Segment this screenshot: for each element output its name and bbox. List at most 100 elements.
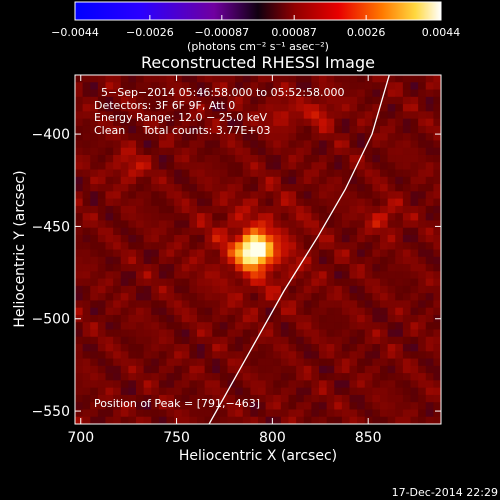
heatmap-cell: [334, 82, 343, 90]
heatmap-cell: [151, 242, 160, 250]
heatmap-cell: [143, 314, 152, 323]
heatmap-cell: [273, 322, 282, 330]
heatmap-cell: [212, 365, 221, 374]
heatmap-cell: [197, 154, 206, 163]
heatmap-cell: [219, 409, 228, 418]
heatmap-cell: [334, 344, 343, 352]
heatmap-cell: [303, 147, 312, 156]
heatmap-cell: [410, 373, 419, 381]
heatmap-cell: [265, 242, 274, 250]
heatmap-cell: [364, 264, 373, 272]
heatmap-cell: [75, 365, 84, 374]
heatmap-cell: [97, 133, 106, 141]
heatmap-cell: [151, 278, 160, 287]
heatmap-cell: [288, 242, 297, 250]
heatmap-cell: [258, 169, 267, 178]
heatmap-cell: [227, 293, 236, 301]
heatmap-cell: [90, 300, 99, 309]
heatmap-cell: [75, 191, 84, 199]
heatmap-cell: [250, 147, 259, 156]
heatmap-cell: [425, 205, 434, 214]
heatmap-cell: [357, 387, 366, 396]
heatmap-cell: [380, 242, 389, 250]
heatmap-cell: [387, 293, 396, 301]
heatmap-cell: [372, 387, 381, 396]
heatmap-cell: [197, 234, 206, 243]
heatmap-cell: [425, 147, 434, 156]
heatmap-cell: [120, 307, 129, 316]
heatmap-cell: [181, 75, 190, 83]
heatmap-cell: [120, 416, 129, 424]
heatmap-cell: [425, 89, 434, 98]
heatmap-cell: [174, 358, 183, 367]
heatmap-cell: [235, 104, 244, 112]
heatmap-cell: [334, 271, 343, 279]
heatmap-cell: [395, 140, 404, 149]
heatmap-cell: [341, 329, 350, 338]
heatmap-cell: [143, 271, 152, 279]
heatmap-cell: [166, 118, 175, 127]
heatmap-cell: [250, 322, 259, 330]
heatmap-cell: [143, 249, 152, 258]
heatmap-cell: [288, 191, 297, 199]
heatmap-cell: [402, 154, 411, 163]
heatmap-cell: [120, 264, 129, 272]
heatmap-cell: [242, 314, 251, 323]
heatmap-cell: [433, 307, 441, 316]
heatmap-cell: [97, 205, 106, 214]
heatmap-cell: [105, 307, 114, 316]
heatmap-cells: [75, 75, 441, 424]
heatmap-cell: [242, 300, 251, 309]
heatmap-cell: [387, 227, 396, 236]
heatmap-cell: [265, 394, 274, 403]
heatmap-cell: [296, 184, 305, 192]
heatmap-cell: [319, 402, 328, 410]
heatmap-cell: [189, 82, 198, 90]
heatmap-cell: [82, 162, 91, 170]
heatmap-cell: [242, 82, 251, 90]
heatmap-cell: [265, 227, 274, 236]
heatmap-cell: [120, 387, 129, 396]
heatmap-cell: [136, 89, 145, 98]
heatmap-cell: [174, 409, 183, 418]
heatmap-cell: [357, 271, 366, 279]
heatmap-cell: [425, 82, 434, 90]
heatmap-cell: [242, 162, 251, 170]
heatmap-cell: [303, 365, 312, 374]
heatmap-cell: [219, 147, 228, 156]
heatmap-cell: [433, 104, 441, 112]
heatmap-cell: [82, 234, 91, 243]
heatmap-cell: [151, 118, 160, 127]
heatmap-cell: [357, 358, 366, 367]
heatmap-cell: [235, 96, 244, 105]
heatmap-cell: [288, 111, 297, 120]
heatmap-cell: [235, 125, 244, 134]
heatmap-cell: [166, 365, 175, 374]
heatmap-cell: [296, 198, 305, 207]
heatmap-cell: [235, 242, 244, 250]
heatmap-cell: [174, 344, 183, 352]
heatmap-cell: [250, 271, 259, 279]
heatmap-cell: [387, 198, 396, 207]
heatmap-cell: [433, 220, 441, 229]
heatmap-cell: [380, 147, 389, 156]
heatmap-cell: [143, 147, 152, 156]
heatmap-cell: [349, 118, 358, 127]
heatmap-cell: [204, 118, 213, 127]
heatmap-cell: [410, 227, 419, 236]
heatmap-cell: [372, 176, 381, 185]
heatmap-cell: [113, 213, 122, 221]
heatmap-cell: [75, 176, 84, 185]
heatmap-cell: [402, 96, 411, 105]
heatmap-cell: [395, 184, 404, 192]
heatmap-cell: [82, 358, 91, 367]
heatmap-cell: [341, 191, 350, 199]
heatmap-cell: [105, 256, 114, 265]
heatmap-cell: [166, 322, 175, 330]
heatmap-cell: [433, 169, 441, 178]
heatmap-cell: [90, 169, 99, 178]
heatmap-cell: [319, 75, 328, 83]
heatmap-cell: [151, 365, 160, 374]
heatmap-cell: [258, 191, 267, 199]
heatmap-cell: [212, 198, 221, 207]
